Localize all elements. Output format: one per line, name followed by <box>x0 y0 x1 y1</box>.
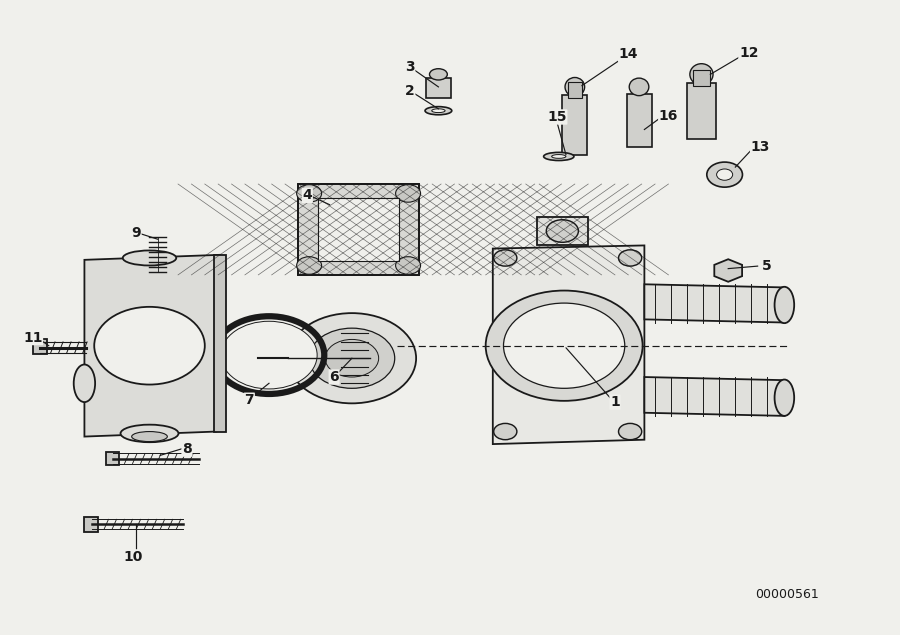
Circle shape <box>297 257 321 274</box>
Bar <box>318 198 400 261</box>
Text: 8: 8 <box>182 442 192 456</box>
Text: 1: 1 <box>610 395 620 409</box>
Circle shape <box>716 169 733 180</box>
Circle shape <box>618 250 642 266</box>
Bar <box>85 517 98 532</box>
Circle shape <box>494 424 517 439</box>
Ellipse shape <box>690 64 713 85</box>
Text: 11: 11 <box>23 331 42 345</box>
Ellipse shape <box>775 380 794 416</box>
Polygon shape <box>644 284 785 323</box>
Ellipse shape <box>425 107 452 115</box>
Polygon shape <box>493 246 644 444</box>
Text: 14: 14 <box>618 47 638 62</box>
Ellipse shape <box>122 250 176 265</box>
Bar <box>688 83 716 139</box>
Bar <box>32 340 47 354</box>
Text: 10: 10 <box>124 550 143 564</box>
Polygon shape <box>644 377 785 416</box>
Circle shape <box>396 257 420 274</box>
Circle shape <box>288 313 416 403</box>
Circle shape <box>486 291 643 401</box>
Text: 13: 13 <box>751 140 770 154</box>
Text: 16: 16 <box>659 109 678 123</box>
Circle shape <box>546 220 579 243</box>
Bar <box>213 255 226 432</box>
Circle shape <box>325 340 379 377</box>
Ellipse shape <box>629 78 649 96</box>
Text: 4: 4 <box>302 189 312 203</box>
Bar <box>426 78 451 98</box>
Bar <box>626 94 652 147</box>
Bar <box>562 95 588 154</box>
Circle shape <box>220 321 317 389</box>
Circle shape <box>494 250 517 266</box>
Ellipse shape <box>565 77 585 97</box>
Bar <box>299 184 418 275</box>
Circle shape <box>618 424 642 439</box>
Text: 15: 15 <box>547 110 567 124</box>
Text: 2: 2 <box>405 84 415 98</box>
Bar <box>106 451 119 465</box>
Bar <box>692 70 710 86</box>
Text: 9: 9 <box>131 226 141 240</box>
Text: 5: 5 <box>761 259 771 273</box>
Text: 7: 7 <box>245 393 254 407</box>
Text: 12: 12 <box>739 46 759 60</box>
Ellipse shape <box>775 287 794 323</box>
Text: 00000561: 00000561 <box>755 588 819 601</box>
Circle shape <box>396 185 420 202</box>
Ellipse shape <box>131 432 167 441</box>
Circle shape <box>309 328 395 389</box>
Text: 3: 3 <box>405 60 415 74</box>
Ellipse shape <box>552 154 566 158</box>
Text: 6: 6 <box>329 370 339 384</box>
Ellipse shape <box>544 152 574 161</box>
Bar <box>299 184 418 275</box>
Circle shape <box>94 307 205 385</box>
Polygon shape <box>537 217 589 246</box>
Ellipse shape <box>432 109 446 112</box>
Ellipse shape <box>121 425 178 442</box>
Ellipse shape <box>429 69 447 80</box>
Circle shape <box>503 303 625 389</box>
Circle shape <box>706 162 742 187</box>
Bar <box>568 83 582 98</box>
Circle shape <box>297 185 321 202</box>
Polygon shape <box>85 255 220 437</box>
Ellipse shape <box>74 364 95 402</box>
